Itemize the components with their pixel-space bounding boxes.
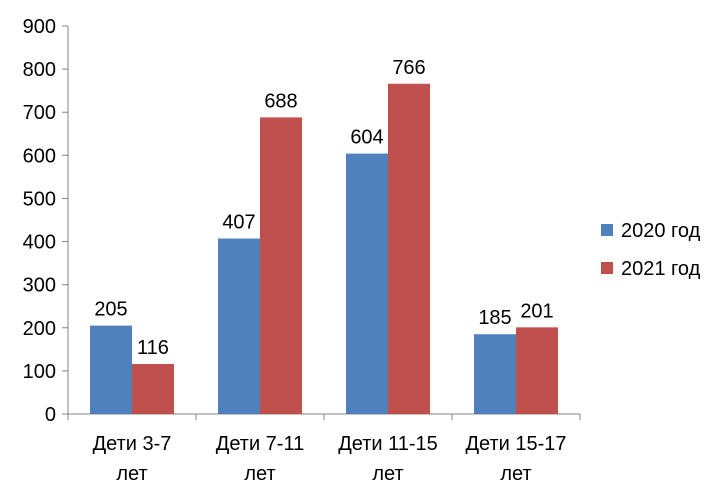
y-tick-label: 800 [23, 59, 56, 81]
x-tick-label: лет [116, 463, 147, 485]
legend: 2020 год 2021 год [601, 220, 701, 280]
x-tick-label: Дети 3-7 [93, 433, 172, 455]
x-tick-label: лет [244, 463, 275, 485]
y-tick-label: 300 [23, 275, 56, 297]
data-label: 205 [94, 299, 127, 321]
bar [388, 83, 430, 414]
y-tick-label: 200 [23, 318, 56, 340]
legend-swatch [601, 262, 613, 274]
legend-label: 2020 год [621, 220, 701, 242]
data-label: 766 [392, 57, 425, 79]
x-tick-label: Дети 15-17 [465, 433, 566, 455]
y-tick-label: 900 [23, 16, 56, 38]
bar [516, 327, 558, 414]
bar [132, 363, 174, 414]
bar [474, 334, 516, 414]
data-label: 201 [520, 300, 553, 322]
legend-swatch [601, 224, 613, 236]
bar [90, 325, 132, 414]
y-tick-label: 500 [23, 188, 56, 210]
x-tick-label: лет [372, 463, 403, 485]
data-label: 688 [264, 90, 297, 112]
legend-label: 2021 год [621, 258, 701, 280]
y-tick-label: 700 [23, 102, 56, 124]
x-tick-label: Дети 7-11 [216, 433, 304, 455]
y-tick-label: 600 [23, 145, 56, 167]
bar [260, 117, 302, 414]
data-label: 604 [350, 127, 383, 149]
data-label: 185 [478, 307, 511, 329]
bars [90, 83, 558, 414]
bar [346, 153, 388, 414]
y-tick-label: 100 [23, 361, 56, 383]
x-tick-label: Дети 11-15 [338, 433, 438, 455]
y-axis: 0 100 200 300 400 500 600 700 800 900 [23, 16, 69, 426]
y-tick-label: 400 [23, 232, 56, 254]
data-label: 407 [222, 212, 255, 234]
data-labels: 205 407 604 185 116 688 766 201 [94, 57, 553, 359]
y-tick-label: 0 [45, 404, 56, 426]
data-label: 116 [137, 337, 169, 359]
x-axis: Дети 3-7 лет Дети 7-11 лет Дети 11-15 лет Дети… [67, 413, 581, 485]
bar [218, 238, 260, 414]
x-tick-label: лет [500, 463, 531, 485]
